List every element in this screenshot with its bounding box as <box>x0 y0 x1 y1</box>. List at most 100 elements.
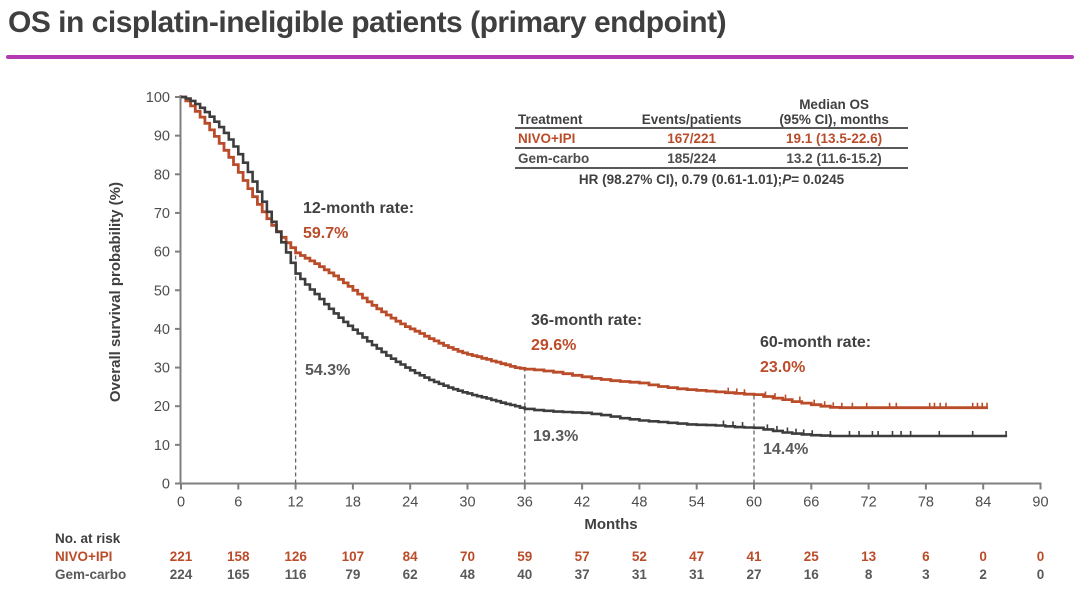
events-header: Events/patients <box>641 112 742 127</box>
summary-table-header-row: Treatment Events/patients (95% CI), mont… <box>515 112 908 129</box>
y-tick-label: 90 <box>154 129 170 145</box>
x-tick-label: 12 <box>288 495 304 511</box>
x-tick-label: 60 <box>746 495 762 511</box>
y-tick-label: 100 <box>146 90 170 106</box>
x-tick-label: 6 <box>234 495 242 511</box>
y-tick-label: 50 <box>154 283 170 299</box>
x-tick-label: 42 <box>574 495 590 511</box>
y-axis-title: Overall survival probability (%) <box>106 182 124 403</box>
annotation-60-month-nivo-rate: 23.0% <box>760 359 806 376</box>
axes: 0 10 20 30 40 50 60 70 80 90 100 0 6 12 18 24 30 36 42 48 54… <box>146 90 1049 511</box>
risk-row-label: NIVO+IPI <box>55 549 113 564</box>
risk-row-gem-carbo: Gem-carbo 224 165 116 79 62 48 40 37 31 31 27 16 8 3 2… <box>0 567 1080 583</box>
risk-count: 0 <box>1036 549 1045 564</box>
median-os-header-line1: Median OS <box>799 97 869 112</box>
annotation-12-month-label: 12-month rate: <box>303 200 415 217</box>
risk-count: 40 <box>517 567 533 582</box>
x-tick-label: 30 <box>459 495 475 511</box>
y-tick-label: 30 <box>154 361 170 377</box>
risk-count: 84 <box>402 549 418 564</box>
censor-ticks-nivo-ipi <box>727 387 988 409</box>
x-tick-label: 84 <box>975 495 991 511</box>
risk-row-nivo-ipi: NIVO+IPI 221 158 126 107 84 70 59 57 52 47 41 25 13 6… <box>0 549 1080 565</box>
page-title: OS in cisplatin-ineligible patients (pri… <box>8 6 727 39</box>
y-tick-label: 70 <box>154 206 170 222</box>
risk-count: 224 <box>169 567 193 582</box>
risk-count: 41 <box>746 549 762 564</box>
median-os-header-line2: (95% CI), months <box>779 112 889 127</box>
risk-count: 59 <box>517 549 533 564</box>
km-curve-gem-carbo <box>181 95 1008 438</box>
risk-count: 31 <box>689 567 705 582</box>
risk-count: 47 <box>689 549 705 564</box>
gem-treatment-cell: Gem-carbo <box>518 150 590 166</box>
annotation-36-month-nivo-rate: 29.6% <box>531 337 577 354</box>
y-tick-label: 80 <box>154 167 170 183</box>
y-tick-label: 60 <box>154 245 170 261</box>
title-underline <box>6 55 1074 59</box>
risk-count: 79 <box>345 567 361 582</box>
x-tick-label: 72 <box>861 495 877 511</box>
censor-ticks-gem-carbo <box>722 420 1007 437</box>
annotation-60-month-label: 60-month rate: <box>760 334 872 351</box>
no-at-risk-title: No. at risk <box>55 531 121 546</box>
risk-count: 31 <box>631 567 647 582</box>
annotation-12-month-nivo-rate: 59.7% <box>303 225 349 242</box>
summary-table-header: Median OS <box>515 97 908 112</box>
treatment-header: Treatment <box>518 112 583 127</box>
risk-count: 165 <box>227 567 250 582</box>
annotation-60-month-gem-rate: 14.4% <box>763 441 809 458</box>
risk-count: 2 <box>979 567 987 582</box>
risk-count: 3 <box>922 567 930 582</box>
x-tick-label: 36 <box>517 495 533 511</box>
risk-count: 0 <box>979 549 987 564</box>
risk-count: 107 <box>341 549 365 564</box>
x-tick-label: 24 <box>402 495 418 511</box>
y-tick-label: 20 <box>154 399 170 415</box>
x-tick-label: 78 <box>918 495 934 511</box>
risk-count: 0 <box>1036 567 1045 582</box>
y-tick-label: 10 <box>154 438 170 454</box>
risk-count: 57 <box>574 549 590 564</box>
risk-count: 126 <box>284 549 307 564</box>
table-row-gem-carbo: Gem-carbo 185/224 13.2 (11.6-15.2) <box>515 149 908 169</box>
os-summary-table: Median OS Treatment Events/patients (95%… <box>515 97 908 189</box>
annotation-36-month-gem-rate: 19.3% <box>533 428 579 445</box>
risk-count: 16 <box>803 567 819 582</box>
risk-count: 37 <box>574 567 590 582</box>
nivo-median-cell: 19.1 (13.5-22.6) <box>786 130 883 146</box>
x-tick-label: 90 <box>1032 495 1048 511</box>
x-axis-title: Months <box>584 516 638 533</box>
nivo-treatment-cell: NIVO+IPI <box>518 130 576 146</box>
risk-count: 158 <box>227 549 250 564</box>
risk-count: 221 <box>169 549 193 564</box>
nivo-events-cell: 167/221 <box>667 130 717 146</box>
x-tick-label: 0 <box>177 495 185 511</box>
gem-events-cell: 185/224 <box>667 150 717 166</box>
gem-median-cell: 13.2 (11.6-15.2) <box>786 150 882 166</box>
risk-count: 70 <box>459 549 476 564</box>
risk-count: 116 <box>284 567 307 582</box>
annotation-36-month-label: 36-month rate: <box>531 312 643 329</box>
risk-count: 27 <box>746 567 762 582</box>
risk-count: 52 <box>631 549 647 564</box>
x-tick-label: 48 <box>631 495 647 511</box>
risk-count: 6 <box>922 549 930 564</box>
risk-count: 25 <box>803 549 819 564</box>
table-row-nivo-ipi: NIVO+IPI 167/221 19.1 (13.5-22.6) <box>515 129 908 149</box>
annotation-12-month-gem-rate: 54.3% <box>305 362 351 379</box>
x-tick-label: 66 <box>803 495 819 511</box>
x-tick-label: 18 <box>345 495 361 511</box>
risk-count: 13 <box>861 549 877 564</box>
risk-count: 62 <box>402 567 418 582</box>
hazard-ratio-footer: HR (98.27% CI), 0.79 (0.61-1.01); P = 0.… <box>578 171 845 187</box>
y-tick-label: 40 <box>154 322 170 338</box>
p-value-symbol: P <box>782 171 792 187</box>
y-tick-label: 0 <box>162 477 170 493</box>
risk-count: 48 <box>459 567 476 582</box>
risk-count: 8 <box>864 567 873 582</box>
risk-row-label: Gem-carbo <box>55 567 127 582</box>
x-tick-label: 54 <box>689 495 705 511</box>
